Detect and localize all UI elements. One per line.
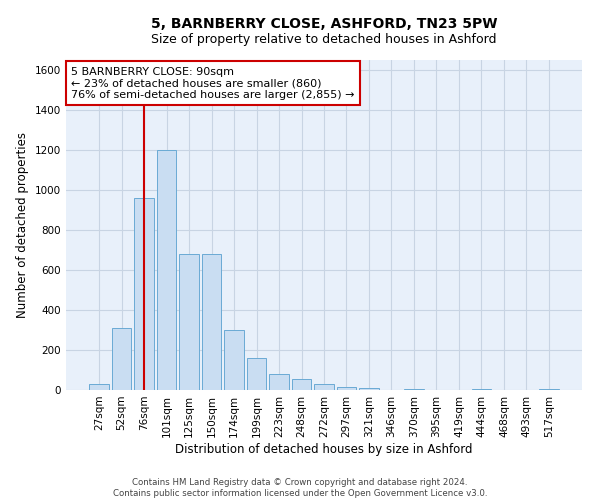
- X-axis label: Distribution of detached houses by size in Ashford: Distribution of detached houses by size …: [175, 442, 473, 456]
- Text: 5 BARNBERRY CLOSE: 90sqm
← 23% of detached houses are smaller (860)
76% of semi-: 5 BARNBERRY CLOSE: 90sqm ← 23% of detach…: [71, 66, 355, 100]
- Bar: [157, 150, 176, 390]
- Bar: [224, 330, 244, 390]
- Bar: [314, 384, 334, 390]
- Bar: [292, 379, 311, 390]
- Bar: [112, 328, 131, 390]
- Bar: [337, 387, 356, 390]
- Y-axis label: Number of detached properties: Number of detached properties: [16, 132, 29, 318]
- Text: Contains HM Land Registry data © Crown copyright and database right 2024.
Contai: Contains HM Land Registry data © Crown c…: [113, 478, 487, 498]
- Bar: [89, 384, 109, 390]
- Bar: [269, 374, 289, 390]
- Bar: [202, 254, 221, 390]
- Text: 5, BARNBERRY CLOSE, ASHFORD, TN23 5PW: 5, BARNBERRY CLOSE, ASHFORD, TN23 5PW: [151, 18, 497, 32]
- Bar: [134, 198, 154, 390]
- Bar: [359, 388, 379, 390]
- Bar: [179, 254, 199, 390]
- Bar: [247, 358, 266, 390]
- Text: Size of property relative to detached houses in Ashford: Size of property relative to detached ho…: [151, 32, 497, 46]
